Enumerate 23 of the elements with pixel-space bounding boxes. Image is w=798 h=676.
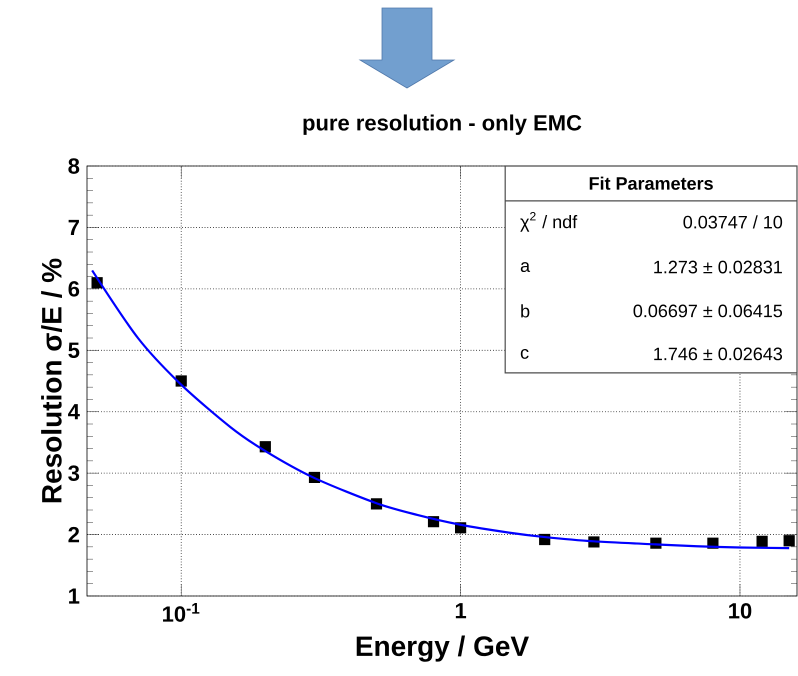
annotation: 0.03747 / 10 <box>683 215 782 229</box>
annotation: 1.746 ± 0.02643 <box>654 348 782 360</box>
y-tick-label: 2 <box>68 526 80 542</box>
y-tick-label: 1 <box>69 588 80 604</box>
y-tick-label: 8 <box>68 158 80 174</box>
chart-title: pure resolution - only EMC <box>303 114 582 135</box>
x-axis-title: Energy / GeV <box>356 636 529 662</box>
annotation: 0.06697 ± 0.06415 <box>634 304 782 318</box>
y-axis-title: Resolution σ/E / % <box>41 258 62 502</box>
annotation: c <box>520 348 529 359</box>
y-tick-label: 7 <box>68 220 79 236</box>
x-tick-label: 10$^{-1}$ <box>163 603 200 622</box>
x-tick-label: 1 <box>456 603 466 618</box>
annotation: Fit Parameters <box>590 176 713 190</box>
annotation: χ$^{2}$ / ndf <box>520 212 578 232</box>
x-tick-label: 10 <box>729 603 752 619</box>
y-tick-label: 4 <box>68 404 80 420</box>
y-tick-label: 6 <box>68 281 80 297</box>
y-tick-label: 3 <box>68 465 80 481</box>
annotation: 1.273 ± 0.02831 <box>654 260 782 274</box>
annotation: b <box>521 304 530 318</box>
annotation: a <box>520 262 530 272</box>
y-tick-label: 5 <box>68 342 80 358</box>
